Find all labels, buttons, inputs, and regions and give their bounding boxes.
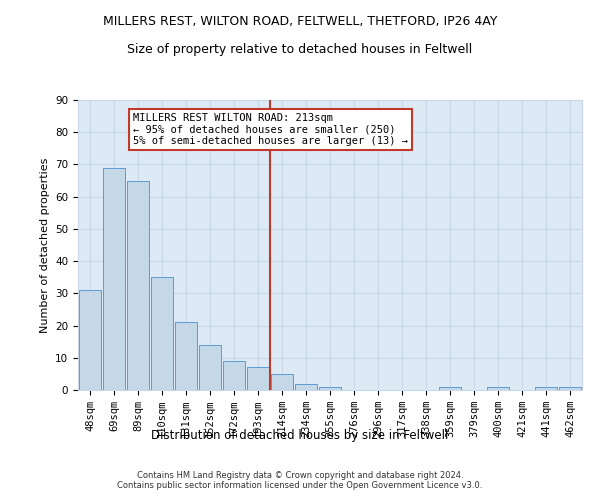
Bar — [439, 387, 461, 390]
Bar — [295, 384, 317, 390]
Bar — [127, 180, 149, 390]
Bar — [247, 368, 269, 390]
Bar — [223, 361, 245, 390]
Text: Contains HM Land Registry data © Crown copyright and database right 2024.
Contai: Contains HM Land Registry data © Crown c… — [118, 470, 482, 490]
Bar — [271, 374, 293, 390]
Text: Size of property relative to detached houses in Feltwell: Size of property relative to detached ho… — [127, 42, 473, 56]
Text: MILLERS REST WILTON ROAD: 213sqm
← 95% of detached houses are smaller (250)
5% o: MILLERS REST WILTON ROAD: 213sqm ← 95% o… — [133, 113, 408, 146]
Bar — [559, 387, 581, 390]
Bar — [151, 277, 173, 390]
Bar — [79, 290, 101, 390]
Text: MILLERS REST, WILTON ROAD, FELTWELL, THETFORD, IP26 4AY: MILLERS REST, WILTON ROAD, FELTWELL, THE… — [103, 15, 497, 28]
Bar — [319, 387, 341, 390]
Bar — [535, 387, 557, 390]
Bar — [175, 322, 197, 390]
Bar — [103, 168, 125, 390]
Bar — [487, 387, 509, 390]
Bar — [199, 345, 221, 390]
Y-axis label: Number of detached properties: Number of detached properties — [40, 158, 50, 332]
Text: Distribution of detached houses by size in Feltwell: Distribution of detached houses by size … — [151, 428, 449, 442]
